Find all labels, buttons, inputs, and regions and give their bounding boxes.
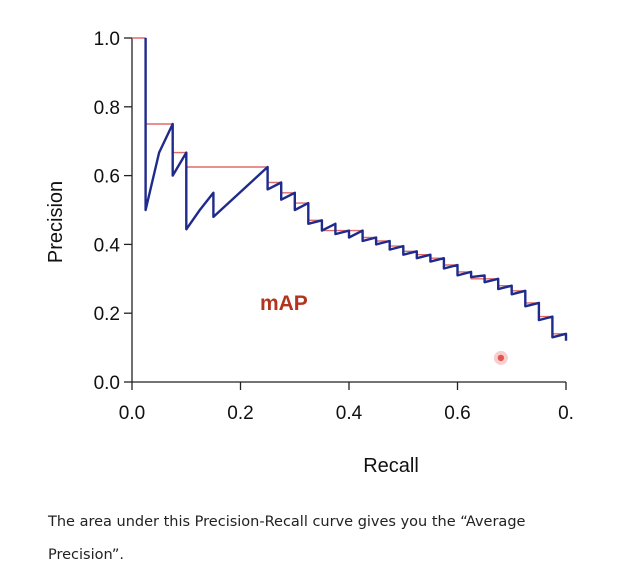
figure-caption: The area under this Precision-Recall cur… <box>48 506 628 572</box>
y-tick-label: 0.8 <box>94 98 120 119</box>
x-tick-label: 0. <box>558 403 574 424</box>
x-tick-label: 0.0 <box>119 403 145 424</box>
chart-axes <box>131 38 566 383</box>
precision-recall-curve <box>144 38 568 341</box>
caption-line-1: The area under this Precision-Recall cur… <box>48 514 526 530</box>
y-tick-label: 1.0 <box>94 29 120 50</box>
marker-dot <box>497 354 505 362</box>
y-tick-label: 0.2 <box>94 304 120 325</box>
y-tick-label: 0.4 <box>94 235 121 256</box>
series-layer <box>132 37 568 341</box>
x-tick-label: 0.6 <box>444 403 470 424</box>
map-annotation: mAP <box>260 292 308 315</box>
x-tick-label: 0.4 <box>336 403 363 424</box>
precision-recall-chart: 0.0 0.2 0.4 0.6 0.8 1.0 0.0 0.2 0.4 0.6 0. Precis… <box>45 29 574 477</box>
y-tick-label: 0.0 <box>94 373 120 394</box>
highlight-marker <box>493 350 508 365</box>
caption-line-2: Precision”. <box>48 547 125 563</box>
y-axis-ticks: 0.0 0.2 0.4 0.6 0.8 1.0 <box>94 29 132 394</box>
y-tick-label: 0.6 <box>94 167 120 188</box>
x-tick-label: 0.2 <box>227 403 253 424</box>
x-axis-title: Recall <box>363 455 419 477</box>
x-axis-ticks: 0.0 0.2 0.4 0.6 0. <box>119 382 574 424</box>
y-axis-title: Precision <box>45 181 67 263</box>
